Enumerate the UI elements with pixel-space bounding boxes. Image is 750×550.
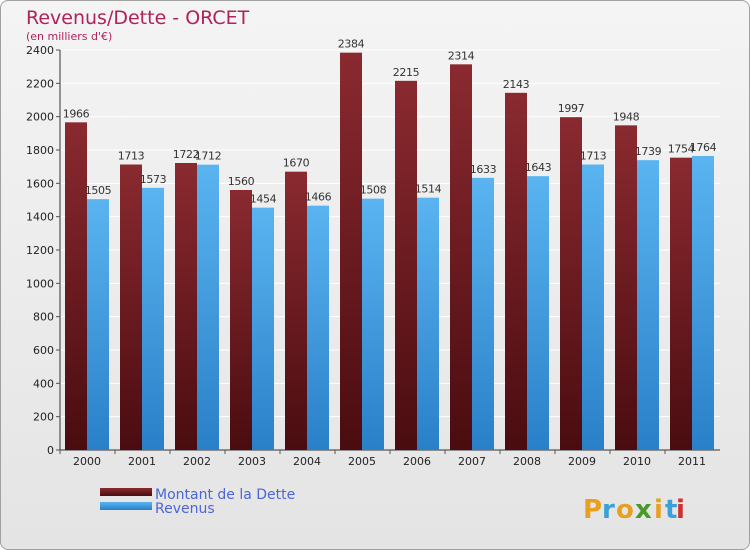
bar-revenus xyxy=(87,199,109,450)
y-tick-label: 400 xyxy=(33,377,54,390)
bar-revenus xyxy=(197,164,219,450)
x-tick-label: 2004 xyxy=(293,455,321,468)
bar-dette xyxy=(230,190,252,450)
y-tick-label: 800 xyxy=(33,311,54,324)
legend-swatch-dette xyxy=(100,488,152,496)
data-label-dette: 2384 xyxy=(338,38,365,51)
x-tick-label: 2007 xyxy=(458,455,486,468)
legend-label-dette: Montant de la Dette xyxy=(155,487,295,503)
bar-revenus xyxy=(637,160,659,450)
y-tick-label: 200 xyxy=(33,411,54,424)
data-label-revenus: 1573 xyxy=(140,173,167,186)
data-label-dette: 1722 xyxy=(173,148,199,161)
x-tick-label: 2010 xyxy=(623,455,651,468)
chart-subtitle: (en milliers d'€) xyxy=(26,30,112,43)
bar-dette xyxy=(450,64,472,450)
bar-dette xyxy=(560,117,582,451)
y-tick-label: 600 xyxy=(33,344,54,357)
x-tick-label: 2003 xyxy=(238,455,266,468)
data-label-revenus: 1505 xyxy=(85,184,112,197)
y-tick-label: 2400 xyxy=(26,44,54,57)
bar-revenus xyxy=(692,156,714,450)
x-tick-label: 2006 xyxy=(403,455,431,468)
y-tick-label: 0 xyxy=(47,444,54,457)
data-label-dette: 2215 xyxy=(393,66,420,79)
data-label-revenus: 1739 xyxy=(635,145,662,158)
y-tick-label: 1400 xyxy=(26,211,54,224)
logo-letter: i xyxy=(654,495,663,525)
y-tick-label: 2200 xyxy=(26,77,54,90)
y-tick-label: 1600 xyxy=(26,177,54,190)
legend-swatch-revenus xyxy=(100,502,152,510)
data-label-revenus: 1633 xyxy=(470,163,497,176)
logo-letter: t xyxy=(665,495,677,525)
data-label-dette: 2314 xyxy=(448,49,475,62)
logo-letter: r xyxy=(602,495,615,525)
y-tick-label: 1800 xyxy=(26,144,54,157)
axes: 0 200 400 600 800 1000 1200 1400 1600 1800 2000 220… xyxy=(26,44,720,468)
bar-dette xyxy=(670,157,692,450)
data-label-revenus: 1454 xyxy=(250,193,277,206)
bar-dette xyxy=(395,80,417,450)
data-label-revenus: 1764 xyxy=(690,141,717,154)
x-tick-label: 2001 xyxy=(128,455,156,468)
bar-revenus xyxy=(417,197,439,450)
x-tick-label: 2000 xyxy=(73,455,101,468)
data-label-revenus: 1712 xyxy=(195,150,221,163)
data-label-revenus: 1508 xyxy=(360,184,387,197)
logo-letter: P xyxy=(583,495,602,525)
bar-dette xyxy=(285,171,307,450)
data-label-revenus: 1713 xyxy=(580,150,607,163)
logo-letter: i xyxy=(676,495,685,525)
bar-revenus xyxy=(472,177,494,451)
data-label-dette: 1966 xyxy=(63,107,90,120)
data-label-revenus: 1466 xyxy=(305,191,332,204)
chart-title: Revenus/Dette - ORCET xyxy=(26,7,250,29)
bar-revenus xyxy=(252,207,274,450)
bar-revenus xyxy=(362,198,384,450)
x-tick-label: 2009 xyxy=(568,455,596,468)
x-tick-label: 2011 xyxy=(678,455,706,468)
bar-dette xyxy=(120,164,142,450)
y-tick-label: 1000 xyxy=(26,277,54,290)
logo-letter: x xyxy=(635,495,652,525)
data-label-dette: 1754 xyxy=(668,143,695,156)
data-label-revenus: 1643 xyxy=(525,161,552,174)
legend: Montant de la Dette Revenus xyxy=(100,487,295,517)
bar-dette xyxy=(340,52,362,451)
data-label-dette: 1948 xyxy=(613,110,640,123)
data-label-dette: 1670 xyxy=(283,157,310,170)
bars xyxy=(65,52,714,451)
data-label-dette: 2143 xyxy=(503,78,530,91)
bar-revenus xyxy=(142,187,164,451)
data-label-dette: 1713 xyxy=(118,150,145,163)
bar-revenus xyxy=(527,176,549,450)
bar-dette xyxy=(615,125,637,450)
x-tick-label: 2008 xyxy=(513,455,541,468)
bar-dette xyxy=(505,92,527,450)
logo-letter: o xyxy=(616,495,634,525)
bar-revenus xyxy=(582,164,604,450)
data-label-revenus: 1514 xyxy=(415,183,442,196)
y-tick-label: 1200 xyxy=(26,244,54,257)
data-label-dette: 1997 xyxy=(558,102,585,115)
bar-dette xyxy=(65,122,87,450)
data-label-dette: 1560 xyxy=(228,175,255,188)
y-tick-label: 2000 xyxy=(26,111,54,124)
bar-revenus xyxy=(307,205,329,450)
x-tick-label: 2005 xyxy=(348,455,376,468)
x-tick-label: 2002 xyxy=(183,455,211,468)
legend-label-revenus: Revenus xyxy=(155,501,215,517)
bar-dette xyxy=(175,163,197,450)
